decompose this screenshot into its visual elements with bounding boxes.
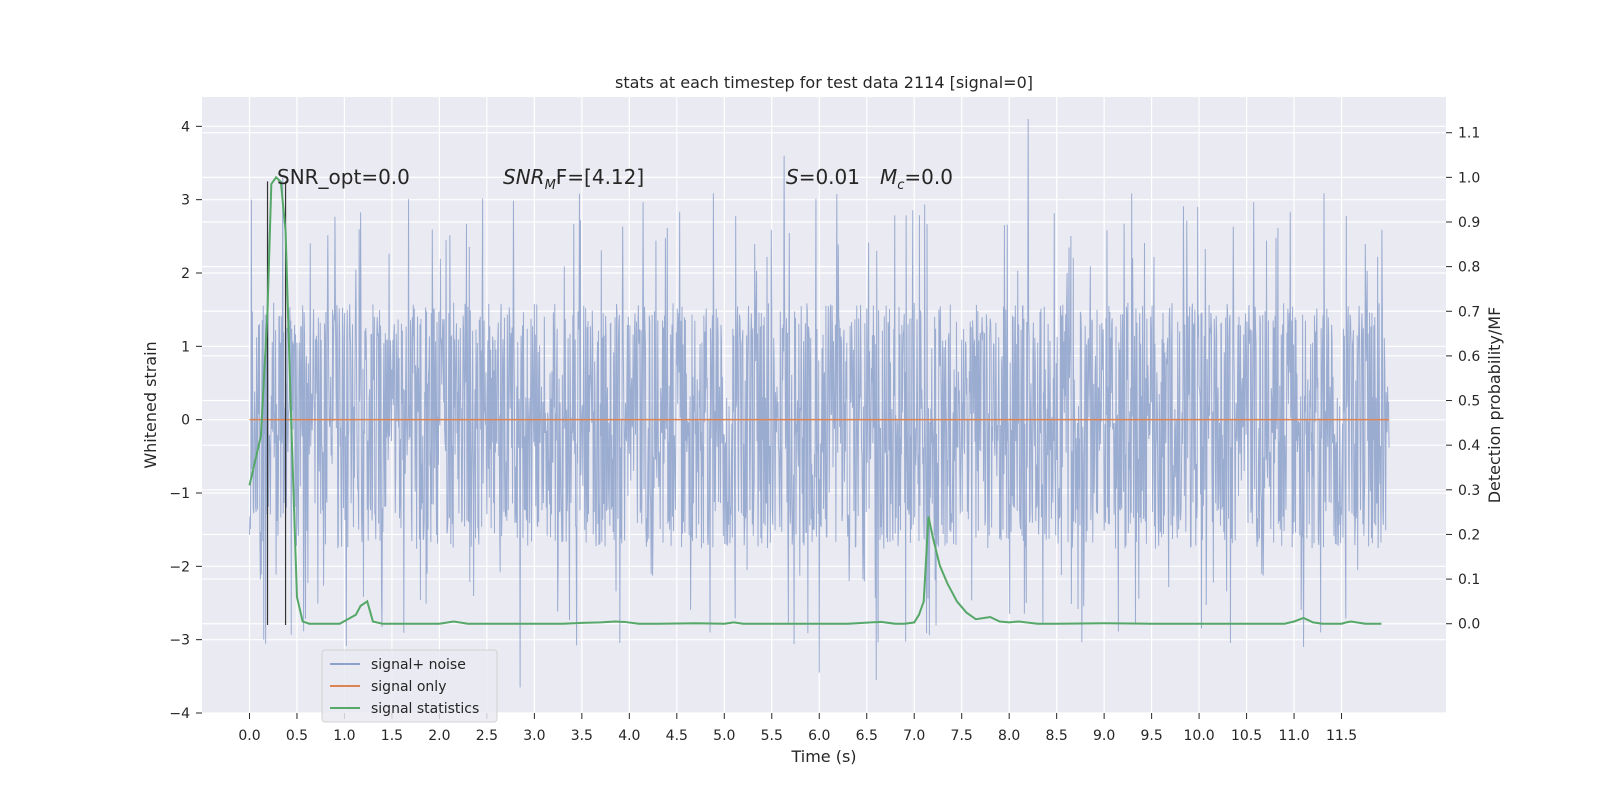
- y-right-tick-label: 0.6: [1458, 349, 1480, 365]
- x-axis-label: Time (s): [790, 747, 856, 766]
- y-axis-label: Whitened strain: [141, 341, 160, 468]
- legend-label-signal: signal only: [371, 679, 446, 695]
- y-tick-label: −4: [169, 706, 190, 722]
- x-tick-label: 3.0: [523, 728, 545, 744]
- x-tick-label: 3.5: [571, 728, 593, 744]
- signal-statistics-line: [248, 175, 1382, 625]
- x-tick-label: 5.5: [761, 728, 783, 744]
- x-tick-label: 10.0: [1184, 728, 1215, 744]
- y-tick-label: −3: [169, 633, 190, 649]
- x-tick-label: 2.0: [428, 728, 450, 744]
- legend: signal+ noise signal only signal statist…: [321, 649, 498, 723]
- x-tick-label: 9.5: [1140, 728, 1162, 744]
- x-tick-label: 1.0: [333, 728, 355, 744]
- x-tick-label: 4.5: [666, 728, 688, 744]
- snr-mf-annotation: SNRMF=[4.12]: [503, 165, 644, 193]
- x-tick-label: 8.0: [998, 728, 1020, 744]
- s-annotation: S=0.01: [786, 165, 860, 189]
- legend-box: [321, 649, 498, 723]
- y-right-tick-label: 0.9: [1458, 215, 1480, 231]
- y-right-tick-label: 0.4: [1458, 438, 1480, 454]
- y-right-tick-label: 0.8: [1458, 260, 1480, 276]
- x-tick-label: 7.5: [951, 728, 973, 744]
- legend-label-stats: signal statistics: [371, 701, 479, 717]
- chart-title: stats at each timestep for test data 211…: [615, 73, 1033, 92]
- y-tick-label: 1: [181, 339, 190, 355]
- signal-statistics-series: [248, 175, 1382, 625]
- x-tick-label: 6.0: [808, 728, 830, 744]
- x-tick-label: 7.0: [903, 728, 925, 744]
- x-tick-label: 8.5: [1046, 728, 1068, 744]
- y-right-tick-label: 0.0: [1458, 617, 1480, 633]
- y-tick-label: 0: [181, 413, 190, 429]
- x-tick-label: 9.0: [1093, 728, 1115, 744]
- y-right-tick-label: 1.1: [1458, 126, 1480, 142]
- legend-label-noise: signal+ noise: [371, 657, 466, 673]
- y-tick-label: 3: [181, 193, 190, 209]
- x-tick-label: 4.0: [618, 728, 640, 744]
- axis-ticks: 0.0 0.5 1.0 1.5 2.0 2.5 3.0 3.5 4.0 4.5 5.0 5.5 6.0 6…: [169, 119, 1480, 744]
- y-tick-label: 2: [181, 266, 190, 282]
- snr-opt-annotation: SNR_opt=0.0: [277, 165, 410, 189]
- annotations: SNR_opt=0.0 SNRMF=[4.12] S=0.01 Mc=0.0: [277, 165, 953, 193]
- y-right-tick-label: 0.7: [1458, 304, 1480, 320]
- y-tick-label: −2: [169, 559, 190, 575]
- x-tick-label: 11.0: [1278, 728, 1309, 744]
- y-tick-label: −1: [169, 486, 190, 502]
- x-tick-label: 6.5: [856, 728, 878, 744]
- x-tick-label: 2.5: [476, 728, 498, 744]
- signal-noise-line: [248, 118, 1390, 688]
- x-tick-label: 0.0: [238, 728, 260, 744]
- y-right-tick-label: 0.1: [1458, 572, 1480, 588]
- y-right-tick-label: 1.0: [1458, 170, 1480, 186]
- y-axis-right-label: Detection probability/MF: [1485, 307, 1504, 504]
- mc-annotation: Mc=0.0: [880, 165, 953, 193]
- y-right-tick-label: 0.5: [1458, 394, 1480, 410]
- x-tick-label: 0.5: [286, 728, 308, 744]
- y-tick-label: 4: [181, 119, 190, 135]
- signal-noise-series: [248, 118, 1390, 688]
- x-tick-label: 1.5: [381, 728, 403, 744]
- y-right-tick-label: 0.3: [1458, 483, 1480, 499]
- x-tick-label: 5.0: [713, 728, 735, 744]
- x-tick-label: 11.5: [1326, 728, 1357, 744]
- y-right-tick-label: 0.2: [1458, 527, 1480, 543]
- x-tick-label: 10.5: [1231, 728, 1262, 744]
